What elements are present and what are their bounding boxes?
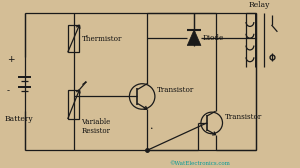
Text: Battery: Battery [5,115,34,123]
Text: ©WatElectronics.com: ©WatElectronics.com [169,161,230,166]
Text: Transistor: Transistor [157,86,194,94]
Text: Transistor: Transistor [224,113,262,121]
Text: Relay: Relay [249,1,270,9]
Bar [68,25,80,52]
Text: .: . [150,121,154,131]
Text: +: + [7,55,14,64]
Polygon shape [187,30,201,46]
Text: Variable
Resistor: Variable Resistor [81,118,111,135]
Bar [68,90,80,119]
Text: -: - [7,86,10,95]
Text: Thermistor: Thermistor [81,35,122,43]
Text: Diode: Diode [203,34,224,42]
